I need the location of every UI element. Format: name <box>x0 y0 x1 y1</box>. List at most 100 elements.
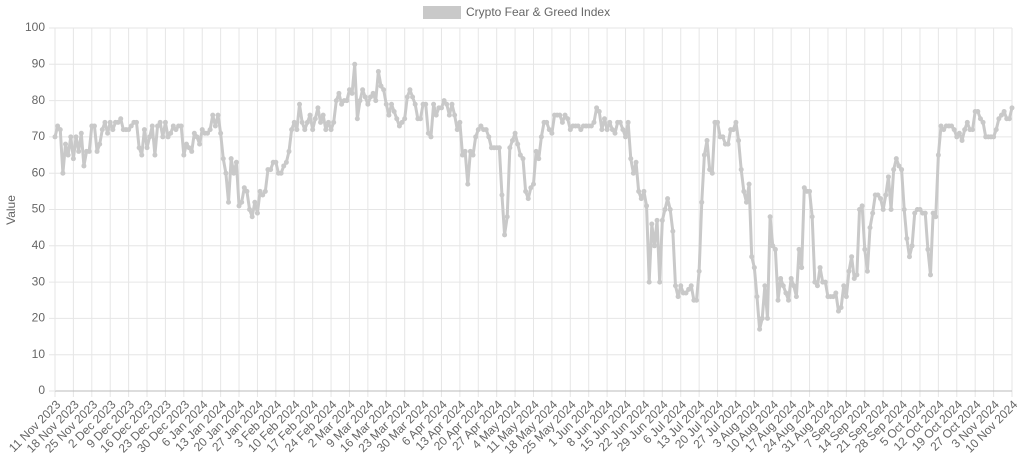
data-point <box>499 192 505 198</box>
data-point <box>901 207 907 212</box>
data-point <box>226 199 232 205</box>
y-tick-label: 60 <box>32 165 46 179</box>
data-point <box>144 145 150 151</box>
data-point <box>930 210 936 216</box>
data-point <box>431 101 437 107</box>
data-point <box>980 119 986 125</box>
data-point <box>86 148 92 154</box>
data-point <box>630 170 636 176</box>
data-point <box>128 123 134 129</box>
data-point <box>786 297 792 303</box>
data-point <box>391 108 397 114</box>
data-point <box>562 112 568 118</box>
data-point <box>352 61 358 67</box>
data-point <box>204 130 210 136</box>
data-point <box>152 152 158 158</box>
data-point <box>470 152 476 158</box>
data-point <box>846 268 852 274</box>
data-point <box>320 112 326 118</box>
data-point <box>349 90 355 96</box>
data-point <box>749 254 755 260</box>
data-point <box>236 203 242 209</box>
data-point <box>657 279 663 285</box>
data-point <box>625 119 631 125</box>
data-point <box>362 94 368 100</box>
data-point <box>281 163 287 169</box>
data-point <box>423 101 429 107</box>
y-tick-label: 10 <box>32 347 46 361</box>
data-point <box>620 127 626 133</box>
data-point <box>94 148 100 154</box>
data-point <box>675 294 681 300</box>
data-point <box>927 272 933 278</box>
data-point <box>528 185 534 191</box>
data-point <box>107 119 113 125</box>
data-point <box>105 130 111 136</box>
y-tick-label: 50 <box>32 202 46 216</box>
data-point <box>956 130 962 136</box>
data-point <box>843 294 849 300</box>
y-tick-label: 30 <box>32 274 46 288</box>
data-point <box>588 123 594 129</box>
data-point <box>772 246 778 252</box>
legend-label[interactable]: Crypto Fear & Greed Index <box>466 5 610 19</box>
data-point <box>65 152 71 158</box>
data-point <box>139 152 145 158</box>
data-point <box>173 127 179 133</box>
y-tick-label: 40 <box>32 238 46 252</box>
data-point <box>336 90 342 96</box>
data-point <box>565 116 571 122</box>
data-point <box>168 130 174 136</box>
data-point <box>241 185 247 191</box>
data-point <box>941 127 947 133</box>
data-point <box>486 134 492 140</box>
data-point <box>268 167 274 173</box>
data-point <box>407 87 413 93</box>
y-tick-label: 100 <box>25 20 45 34</box>
data-point <box>444 101 450 107</box>
data-point <box>1006 116 1012 122</box>
data-point <box>891 167 897 173</box>
legend-swatch[interactable] <box>423 6 461 19</box>
data-point <box>210 112 216 118</box>
data-point <box>289 127 295 133</box>
data-point <box>870 210 876 216</box>
data-point <box>796 246 802 252</box>
y-tick-label: 90 <box>32 56 46 70</box>
data-point <box>191 130 197 136</box>
data-point <box>854 272 860 278</box>
data-point <box>536 156 542 162</box>
data-point <box>599 127 605 133</box>
data-point <box>793 294 799 300</box>
data-point <box>375 69 381 75</box>
data-point <box>665 196 671 202</box>
data-point <box>278 170 284 176</box>
data-point <box>294 127 300 133</box>
data-point <box>449 101 455 107</box>
data-point <box>546 127 552 133</box>
data-point <box>659 217 665 223</box>
data-point <box>678 283 684 289</box>
data-point <box>218 130 224 136</box>
data-point <box>688 283 694 289</box>
data-point <box>155 123 161 129</box>
data-point <box>875 192 881 198</box>
data-point <box>228 156 234 162</box>
data-point <box>517 152 523 158</box>
data-point <box>780 283 786 289</box>
data-point <box>262 188 268 194</box>
data-point <box>775 297 781 303</box>
data-point <box>467 148 473 154</box>
data-point <box>141 127 147 133</box>
y-tick-label: 70 <box>32 129 46 143</box>
data-point <box>725 141 731 147</box>
data-point <box>136 145 142 151</box>
data-point <box>425 130 431 136</box>
data-point <box>233 159 239 165</box>
data-point <box>623 134 629 140</box>
data-point <box>862 246 868 252</box>
data-point <box>959 138 965 144</box>
data-point <box>165 134 171 140</box>
data-point <box>962 127 968 133</box>
